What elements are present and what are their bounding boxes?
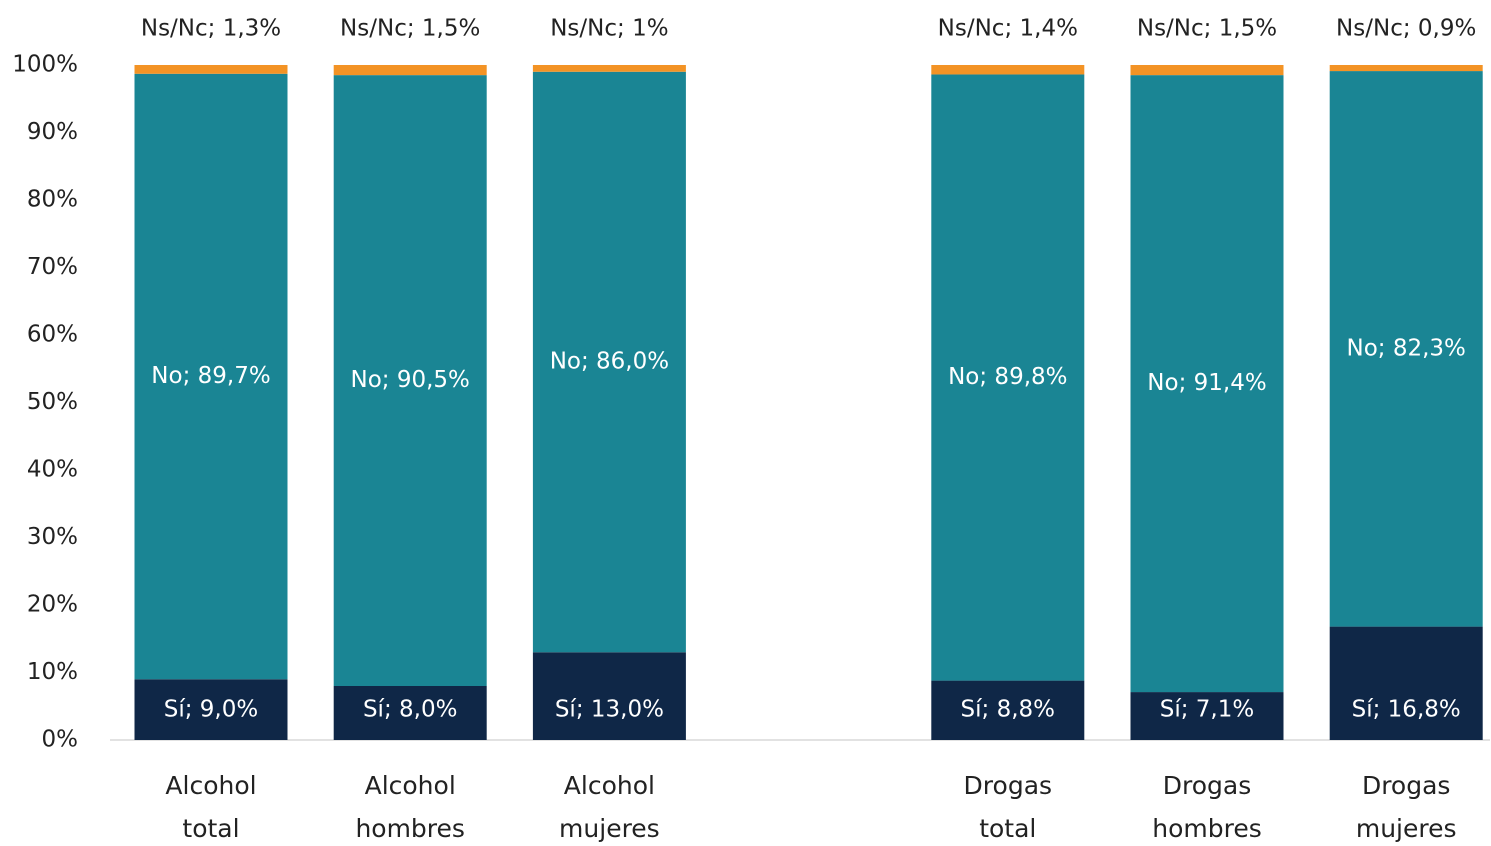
data-label: Sí; 9,0%: [164, 697, 258, 723]
y-tick-label: 70%: [27, 254, 78, 280]
data-label: Sí; 16,8%: [1352, 697, 1461, 723]
data-label: Sí; 8,8%: [961, 697, 1055, 723]
data-label: No; 82,3%: [1346, 335, 1465, 361]
x-tick-label: Drogas mujeres: [1355, 771, 1457, 843]
bar-segment: [931, 74, 1085, 681]
data-label: No; 90,5%: [350, 367, 469, 393]
bar-segment: [333, 686, 487, 740]
bar-segment: [1130, 65, 1284, 76]
y-tick-label: 90%: [27, 119, 78, 145]
y-tick-label: 60%: [27, 322, 78, 348]
y-tick-label: 20%: [27, 592, 78, 618]
data-label: Ns/Nc; 1,5%: [340, 16, 480, 42]
bar-segment: [931, 680, 1085, 740]
bar-segment: [134, 65, 288, 74]
bar-segment: [134, 679, 288, 740]
x-tick-label: Drogas total: [963, 771, 1053, 843]
y-tick-label: 100%: [12, 52, 78, 78]
data-label: Sí; 8,0%: [363, 697, 457, 723]
y-tick-label: 80%: [27, 187, 78, 213]
y-tick-label: 0%: [42, 727, 79, 753]
data-label: Ns/Nc; 0,9%: [1336, 16, 1476, 42]
x-tick-label: Alcohol total: [165, 771, 257, 843]
y-tick-label: 40%: [27, 457, 78, 483]
data-label: Ns/Nc; 1%: [550, 16, 668, 42]
bar-segment: [1329, 626, 1483, 740]
data-label: Ns/Nc; 1,5%: [1137, 16, 1277, 42]
bar-segment: [134, 73, 288, 680]
bar-segment: [931, 65, 1085, 75]
bar-segment: [532, 71, 686, 653]
bar-segment: [1329, 71, 1483, 627]
y-tick-label: 10%: [27, 659, 78, 685]
x-tick-label: Alcohol mujeres: [559, 771, 660, 843]
data-label: Sí; 7,1%: [1160, 697, 1254, 723]
data-label: No; 89,7%: [151, 363, 270, 389]
data-label: No; 86,0%: [550, 349, 669, 375]
bar-segment: [532, 652, 686, 740]
data-label: Ns/Nc; 1,4%: [938, 16, 1078, 42]
x-tick-label: Alcohol hombres: [355, 771, 465, 843]
y-tick-label: 50%: [27, 389, 78, 415]
y-tick-label: 30%: [27, 524, 78, 550]
data-label: No; 89,8%: [948, 364, 1067, 390]
x-tick-label: Drogas hombres: [1152, 771, 1262, 843]
bar-segment: [1130, 75, 1284, 693]
bar-segment: [1329, 65, 1483, 72]
data-label: Ns/Nc; 1,3%: [141, 16, 281, 42]
data-label: No; 91,4%: [1147, 370, 1266, 396]
bar-segment: [532, 65, 686, 72]
data-label: Sí; 13,0%: [555, 697, 664, 723]
bar-segment: [333, 65, 487, 76]
bar-segment: [1130, 692, 1284, 740]
bar-segment: [333, 75, 487, 686]
